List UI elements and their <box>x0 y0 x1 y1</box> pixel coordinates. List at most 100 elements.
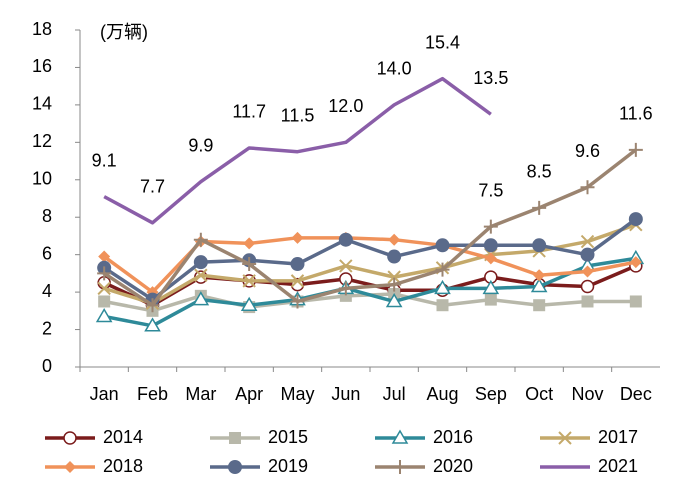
data-point <box>192 291 210 306</box>
data-point <box>387 249 402 264</box>
data-point <box>339 259 353 273</box>
data-point <box>484 252 497 265</box>
data-point <box>98 295 111 308</box>
data-point <box>580 180 595 195</box>
legend-label: 2021 <box>598 456 638 476</box>
data-point <box>194 268 208 282</box>
data-label: 11.7 <box>232 102 266 122</box>
data-label: 9.9 <box>188 135 213 155</box>
legend-label: 2016 <box>433 427 473 447</box>
data-label: 9.6 <box>575 141 600 161</box>
data-point <box>240 296 258 311</box>
data-point <box>482 279 500 295</box>
data-point <box>580 279 595 294</box>
x-tick-label: Jun <box>331 384 360 404</box>
legend-marker <box>393 460 407 474</box>
data-point <box>580 247 595 262</box>
x-tick-label: Nov <box>571 384 603 404</box>
x-tick-label: Sep <box>475 384 507 404</box>
data-point <box>95 307 113 323</box>
series-line <box>103 223 637 306</box>
x-tick-label: Jan <box>90 384 119 404</box>
y-tick-label: 18 <box>32 19 52 39</box>
data-point <box>533 269 546 282</box>
y-tick-label: 6 <box>42 243 52 263</box>
data-label: 11.5 <box>281 105 315 125</box>
data-label: 15.4 <box>425 32 460 52</box>
y-tick-label: 14 <box>32 94 52 114</box>
data-point <box>144 317 161 332</box>
legend-label: 2015 <box>268 427 308 447</box>
data-label: 11.6 <box>619 104 653 124</box>
x-tick-label: Aug <box>426 384 458 404</box>
data-point <box>628 212 643 227</box>
legend-marker <box>228 460 242 474</box>
data-point <box>290 257 305 272</box>
data-point <box>291 231 304 244</box>
y-tick-label: 4 <box>42 281 52 301</box>
data-point <box>435 262 450 277</box>
legend-label: 2018 <box>103 456 143 476</box>
data-point <box>193 232 208 247</box>
data-point <box>434 279 451 295</box>
legend-label: 2014 <box>103 427 143 447</box>
data-label: 12.0 <box>328 96 363 116</box>
data-point <box>388 233 401 246</box>
legend-label: 2019 <box>268 456 308 476</box>
data-point <box>483 219 498 234</box>
data-point <box>387 277 402 292</box>
data-point <box>290 294 305 309</box>
x-tick-label: Apr <box>235 384 263 404</box>
data-point <box>533 299 546 312</box>
data-point <box>436 299 449 312</box>
legend-marker <box>391 429 409 444</box>
legend-marker <box>63 431 77 445</box>
data-label: 7.7 <box>140 177 165 197</box>
data-point <box>242 257 257 272</box>
x-tick-label: Feb <box>137 384 168 404</box>
legend-marker <box>64 461 76 473</box>
y-tick-label: 12 <box>32 131 52 151</box>
x-tick-label: Jul <box>383 384 406 404</box>
y-tick-label: 2 <box>42 318 52 338</box>
x-tick-label: Mar <box>185 384 216 404</box>
legend-label: 2017 <box>598 427 638 447</box>
data-point <box>243 237 256 250</box>
data-label: 9.1 <box>92 150 117 170</box>
data-point <box>530 278 548 293</box>
data-point <box>290 274 305 288</box>
unit-annotation: (万辆) <box>100 22 148 42</box>
data-point <box>629 256 642 269</box>
data-label: 13.5 <box>473 68 508 88</box>
data-label: 8.5 <box>527 162 552 182</box>
legend-marker <box>229 432 241 444</box>
series-line <box>103 217 637 302</box>
series-line <box>103 76 492 225</box>
data-point <box>145 298 160 313</box>
data-point <box>484 293 497 306</box>
data-point <box>532 200 547 215</box>
x-tick-label: Oct <box>525 384 553 404</box>
series-line <box>103 256 637 328</box>
data-label: 14.0 <box>377 59 412 79</box>
data-label: 7.5 <box>478 180 503 200</box>
x-tick-label: Dec <box>620 384 652 404</box>
data-point <box>629 295 642 308</box>
series-line <box>103 148 637 307</box>
y-tick-label: 0 <box>42 356 52 376</box>
data-point <box>385 292 403 308</box>
y-tick-label: 8 <box>42 206 52 226</box>
data-point <box>581 265 594 278</box>
data-point <box>387 270 401 284</box>
data-point <box>435 238 450 253</box>
y-tick-label: 10 <box>32 169 52 189</box>
x-tick-label: May <box>280 384 314 404</box>
data-point <box>97 281 111 296</box>
data-point <box>97 266 112 281</box>
data-point <box>628 142 643 157</box>
data-point <box>580 234 595 249</box>
data-point <box>338 281 353 296</box>
data-point <box>98 250 111 263</box>
data-point <box>532 238 547 253</box>
